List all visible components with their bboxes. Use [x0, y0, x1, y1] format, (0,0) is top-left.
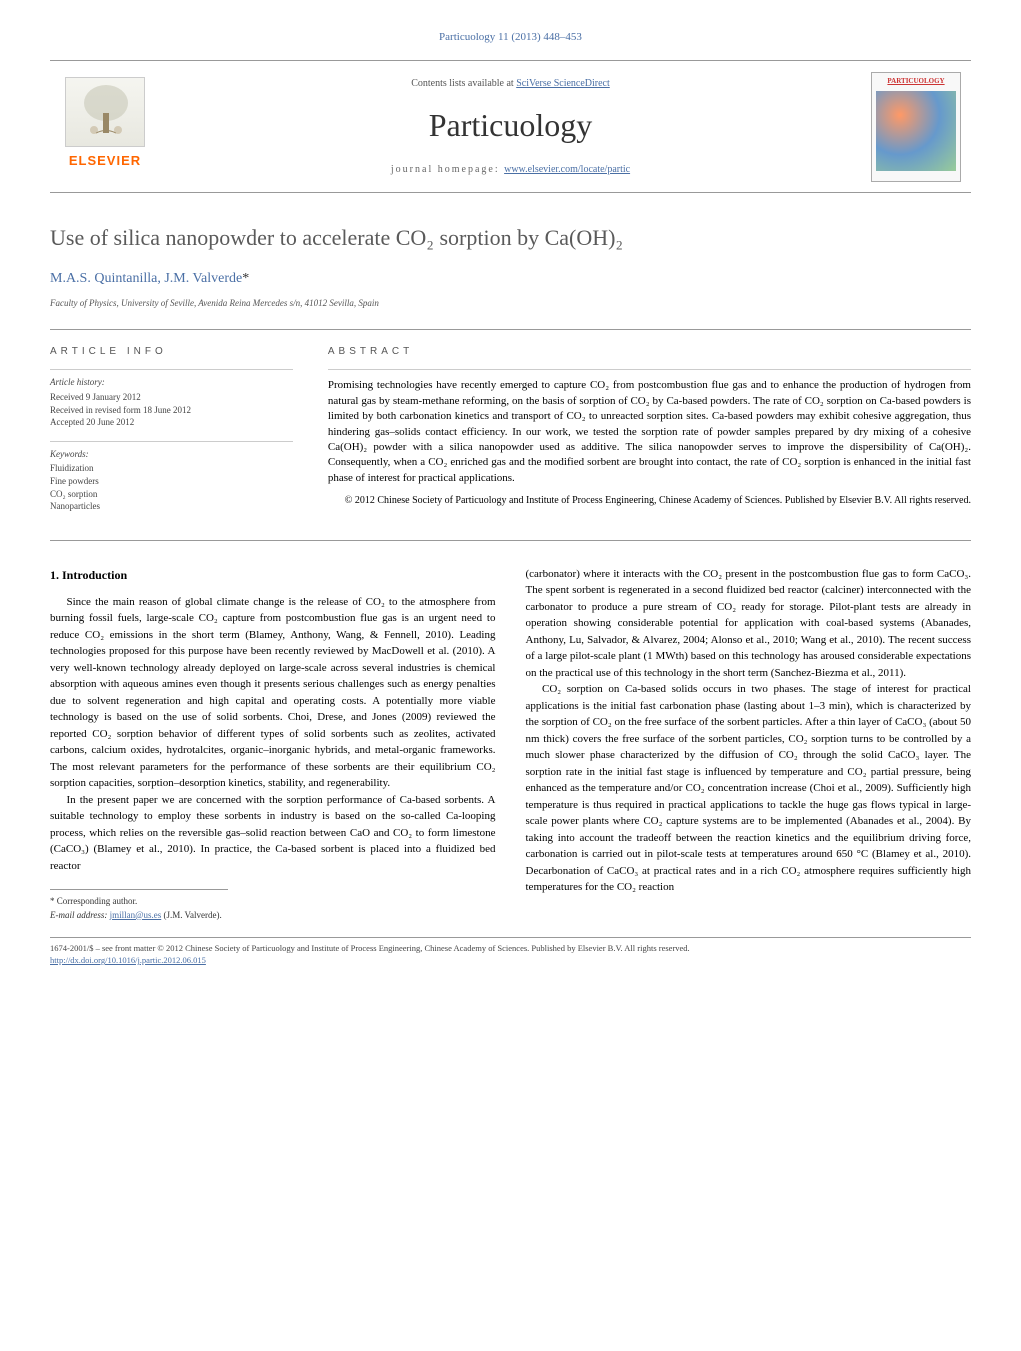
body-column-left: 1. Introduction Since the main reason of…	[50, 566, 496, 923]
article-info-heading: article info	[50, 345, 293, 359]
history-label: Article history:	[50, 376, 293, 389]
revised-date: Received in revised form 18 June 2012	[50, 404, 293, 417]
email-label: E-mail address:	[50, 910, 110, 920]
elsevier-tree-icon	[65, 77, 145, 147]
body-paragraph: (carbonator) where it interacts with the…	[526, 566, 972, 682]
cover-title: PARTICUOLOGY	[876, 77, 956, 87]
email-line: E-mail address: jmillan@us.es (J.M. Valv…	[50, 909, 496, 923]
footnote-separator	[50, 889, 228, 890]
journal-name: Particuology	[160, 103, 861, 148]
corresponding-footnote: * Corresponding author. E-mail address: …	[50, 895, 496, 922]
received-date: Received 9 January 2012	[50, 391, 293, 404]
publisher-logo-block: ELSEVIER	[50, 77, 160, 177]
section-title: Introduction	[62, 568, 127, 582]
elsevier-logo: ELSEVIER	[60, 77, 150, 177]
journal-cover-block: PARTICUOLOGY	[861, 71, 971, 182]
accepted-date: Accepted 20 June 2012	[50, 416, 293, 429]
masthead-center: Contents lists available at SciVerse Sci…	[160, 77, 861, 177]
abstract-text: Promising technologies have recently eme…	[328, 369, 971, 486]
corresponding-marker: *	[242, 271, 249, 286]
homepage-link[interactable]: www.elsevier.com/locate/partic	[504, 164, 630, 175]
page-footer: 1674-2001/$ – see front matter © 2012 Ch…	[50, 937, 971, 967]
keyword-item: CO₂ sorption	[50, 488, 293, 501]
body-paragraph: CO₂ sorption on Ca-based solids occurs i…	[526, 681, 972, 896]
corresponding-author-label: * Corresponding author.	[50, 895, 496, 909]
info-abstract-row: article info Article history: Received 9…	[50, 329, 971, 540]
body-columns: 1. Introduction Since the main reason of…	[50, 566, 971, 923]
doi-link[interactable]: http://dx.doi.org/10.1016/j.partic.2012.…	[50, 955, 206, 965]
section-number: 1.	[50, 568, 59, 582]
authors-line: M.A.S. Quintanilla, J.M. Valverde*	[50, 269, 971, 289]
elsevier-wordmark: ELSEVIER	[60, 152, 150, 170]
body-paragraph: In the present paper we are concerned wi…	[50, 792, 496, 875]
citation-text: Particuology 11 (2013) 448–453	[439, 31, 582, 43]
running-header: Particuology 11 (2013) 448–453	[50, 30, 971, 45]
journal-cover-thumbnail: PARTICUOLOGY	[871, 72, 961, 182]
affiliation: Faculty of Physics, University of Sevill…	[50, 297, 971, 310]
body-paragraph: Since the main reason of global climate …	[50, 594, 496, 792]
article-info-column: article info Article history: Received 9…	[50, 330, 308, 539]
email-link[interactable]: jmillan@us.es	[110, 910, 162, 920]
journal-masthead: ELSEVIER Contents lists available at Sci…	[50, 60, 971, 193]
article-title: Use of silica nanopowder to accelerate C…	[50, 223, 971, 254]
homepage-prefix: journal homepage:	[391, 164, 504, 175]
keywords-label: Keywords:	[50, 448, 293, 461]
keyword-item: Fluidization	[50, 462, 293, 475]
article-history-block: Article history: Received 9 January 2012…	[50, 369, 293, 428]
keyword-item: Nanoparticles	[50, 500, 293, 513]
section-heading: 1. Introduction	[50, 566, 496, 584]
abstract-column: abstract Promising technologies have rec…	[308, 330, 971, 539]
keywords-block: Keywords: Fluidization Fine powders CO₂ …	[50, 441, 293, 513]
contents-availability: Contents lists available at SciVerse Sci…	[160, 77, 861, 91]
cover-image-icon	[876, 91, 956, 171]
sciencedirect-link[interactable]: SciVerse ScienceDirect	[516, 78, 610, 89]
contents-prefix: Contents lists available at	[411, 78, 516, 89]
keyword-item: Fine powders	[50, 475, 293, 488]
homepage-line: journal homepage: www.elsevier.com/locat…	[160, 163, 861, 177]
author-link[interactable]: M.A.S. Quintanilla, J.M. Valverde	[50, 271, 242, 286]
email-owner: (J.M. Valverde).	[161, 910, 222, 920]
abstract-copyright: © 2012 Chinese Society of Particuology a…	[328, 494, 971, 508]
body-column-right: (carbonator) where it interacts with the…	[526, 566, 972, 923]
issn-copyright-line: 1674-2001/$ – see front matter © 2012 Ch…	[50, 943, 971, 955]
abstract-heading: abstract	[328, 345, 971, 359]
